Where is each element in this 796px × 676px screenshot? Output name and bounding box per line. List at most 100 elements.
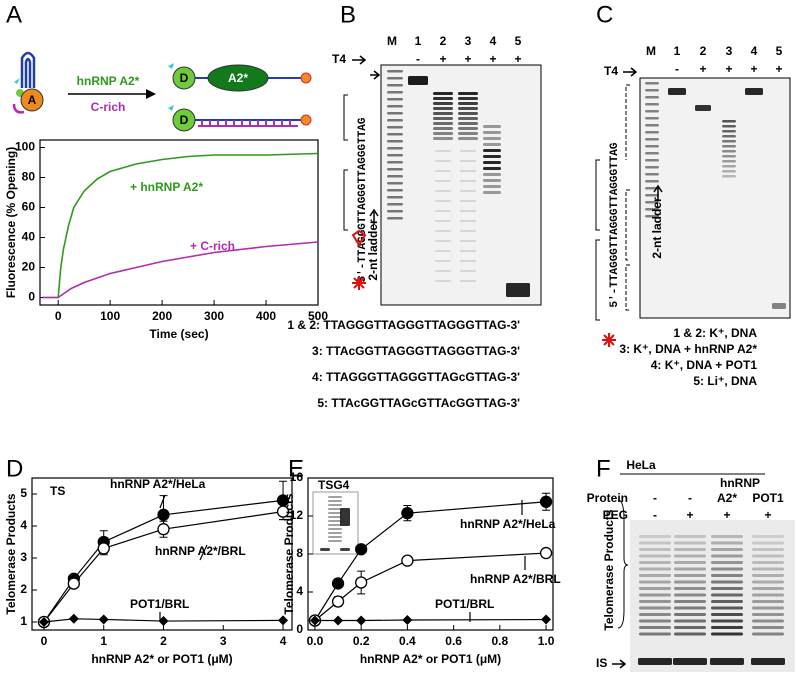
- point: [98, 614, 109, 625]
- band: [483, 143, 501, 146]
- band: [710, 658, 744, 665]
- band: [328, 516, 342, 518]
- peg-sign: -: [653, 508, 657, 522]
- band: [483, 125, 501, 128]
- band: [645, 138, 659, 141]
- arrow: [159, 494, 166, 509]
- protein-sign: POT1: [752, 491, 784, 505]
- gel-c-labels: T4 5'-TTAGGGTTAGGGTTAGGGTTAG 2-nt ladder: [595, 64, 664, 347]
- band: [435, 170, 451, 172]
- band: [711, 541, 743, 545]
- band: [387, 147, 403, 150]
- band: [752, 541, 784, 545]
- point: [355, 576, 368, 589]
- band: [639, 606, 671, 610]
- band: [711, 606, 743, 610]
- band: [674, 587, 706, 590]
- point: [402, 615, 413, 626]
- series-label: + C-rich: [190, 239, 235, 253]
- band: [645, 131, 659, 134]
- t4-sign: -: [416, 52, 420, 66]
- band: [328, 512, 342, 514]
- cell-label: HeLa: [626, 458, 656, 472]
- band: [387, 210, 403, 213]
- plot-frame: [31, 477, 293, 631]
- band: [645, 173, 659, 176]
- band: [752, 548, 784, 551]
- x-tick-label: 1.0: [538, 634, 555, 648]
- band: [433, 92, 453, 95]
- band: [328, 528, 342, 530]
- band: [645, 103, 659, 106]
- band: [752, 561, 784, 564]
- point: [68, 613, 79, 624]
- lane-label: 1: [674, 44, 681, 58]
- panel-tag: TSG4: [318, 478, 350, 492]
- point: [331, 595, 345, 608]
- band: [639, 619, 671, 623]
- band: [387, 126, 403, 129]
- band: [408, 76, 428, 85]
- sequence: 5'-TTAGGGTTAGGGTTAGGGTTAG: [609, 142, 621, 307]
- band: [435, 280, 451, 282]
- lane-label: 5: [776, 44, 783, 58]
- point: [276, 505, 290, 518]
- t4-sign: -: [675, 62, 679, 76]
- band: [387, 203, 403, 206]
- band: [435, 190, 451, 192]
- t4-sign: +: [464, 52, 471, 66]
- band: [752, 600, 784, 603]
- band: [674, 535, 706, 538]
- band: [752, 587, 784, 590]
- band: [433, 117, 453, 120]
- peg-sign: +: [686, 508, 693, 522]
- arrow-label: hnRNP A2*: [77, 74, 140, 88]
- band: [387, 91, 403, 94]
- band: [483, 173, 501, 176]
- band: [387, 154, 403, 157]
- band: [460, 280, 476, 282]
- y-tick-label: 5: [20, 486, 27, 500]
- lane-label: 2: [700, 44, 707, 58]
- band: [483, 185, 501, 188]
- band: [460, 270, 476, 272]
- band: [645, 96, 659, 99]
- band: [387, 140, 403, 143]
- band: [460, 170, 476, 172]
- peg-label: PEG: [603, 508, 628, 522]
- band: [645, 145, 659, 148]
- protein-sign: -: [653, 491, 657, 505]
- band: [328, 508, 342, 510]
- lane-label: 3: [726, 44, 733, 58]
- band: [435, 210, 451, 212]
- band: [639, 593, 671, 597]
- is-label: IS: [596, 656, 607, 670]
- band: [387, 70, 403, 73]
- band: [458, 92, 478, 95]
- band: [328, 504, 342, 506]
- band: [711, 554, 743, 558]
- point: [157, 508, 170, 521]
- y-tick-label: 100: [15, 140, 35, 154]
- band: [638, 658, 672, 665]
- band: [435, 230, 451, 232]
- t4-sign: +: [699, 62, 706, 76]
- point: [539, 495, 553, 508]
- band: [674, 541, 706, 545]
- band: [328, 532, 342, 534]
- x-tick-label: 0.2: [353, 634, 370, 648]
- band: [387, 161, 403, 164]
- x-tick-label: 4: [280, 634, 287, 648]
- band: [639, 548, 671, 551]
- band: [752, 567, 784, 571]
- band: [460, 210, 476, 212]
- lane-label: 1: [415, 34, 422, 48]
- y-tick-label: 40: [22, 230, 36, 244]
- band: [639, 574, 671, 577]
- band: [639, 541, 671, 545]
- band: [435, 270, 451, 272]
- band: [711, 587, 743, 590]
- legend-line: 3: K⁺, DNA + hnRNP A2*: [619, 342, 757, 356]
- y-tick-label: 1: [20, 614, 27, 628]
- band: [435, 240, 451, 242]
